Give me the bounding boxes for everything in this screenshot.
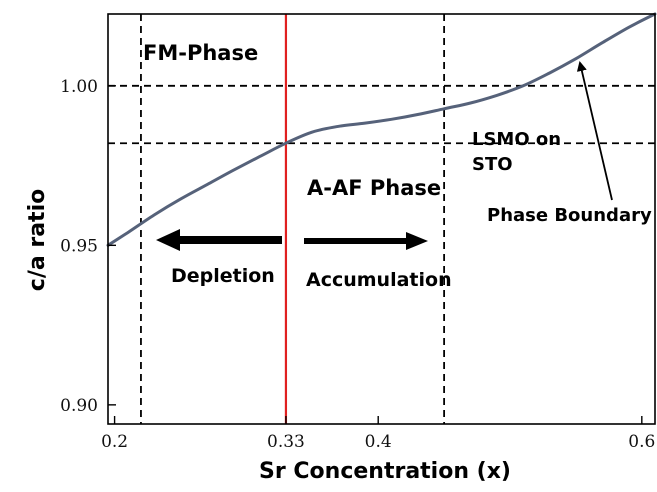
x-tick-label: 0.4	[365, 432, 392, 452]
phase-boundary-pointer	[576, 61, 613, 201]
reference-lines	[108, 14, 655, 424]
sto-label: STO	[472, 154, 513, 175]
y-tick-label: 0.90	[60, 396, 98, 416]
y-axis: 0.90 0.95 1.00	[60, 77, 116, 416]
y-axis-title: c/a ratio	[25, 189, 50, 291]
y-tick-label: 0.95	[60, 236, 98, 256]
a-af-phase-label: A-AF Phase	[307, 176, 441, 200]
depletion-label: Depletion	[171, 265, 275, 287]
accumulation-label: Accumulation	[306, 269, 452, 291]
phase-boundary-label: Phase Boundary	[487, 205, 652, 226]
series-layer	[106, 12, 657, 247]
depletion-arrow-head	[156, 229, 180, 251]
y-tick-label: 1.00	[60, 77, 98, 97]
x-axis-title: Sr Concentration (x)	[259, 459, 511, 484]
x-tick-label: 0.2	[101, 432, 128, 452]
x-axis: 0.2 0.33 0.4 0.6	[101, 416, 655, 452]
accumulation-arrow-head	[406, 232, 428, 250]
plot-frame	[107, 13, 656, 425]
series-line-0	[106, 12, 657, 247]
fm-phase-label: FM-Phase	[143, 41, 258, 65]
x-tick-label: 0.33	[267, 432, 305, 452]
x-tick-label: 0.6	[628, 432, 655, 452]
lsmo-label: LSMO on	[472, 129, 561, 150]
